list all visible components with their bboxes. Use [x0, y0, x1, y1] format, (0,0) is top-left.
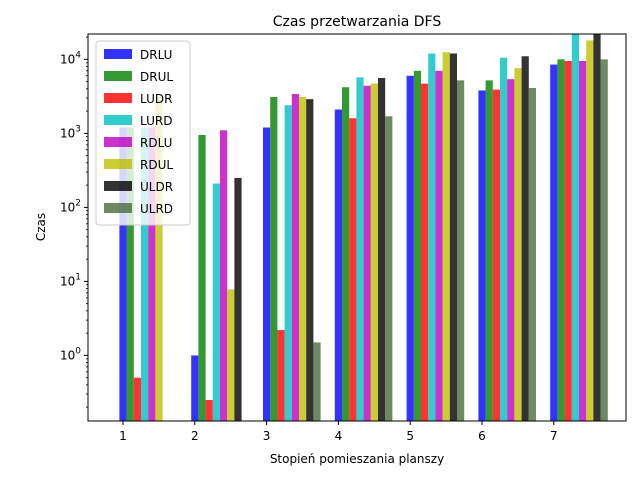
legend-swatch-drlu — [104, 49, 132, 59]
legend-swatch-lurd — [104, 115, 132, 125]
x-tick-label-6: 6 — [478, 429, 486, 443]
x-tick-label-2: 2 — [191, 429, 199, 443]
y-tick-label-0: 100 — [60, 346, 81, 362]
x-tick-label-5: 5 — [406, 429, 414, 443]
legend-label-rdul: RDUL — [140, 158, 173, 172]
bar-ludr-6 — [492, 89, 500, 422]
legend-swatch-rdul — [104, 159, 132, 169]
legend-label-lurd: LURD — [140, 114, 172, 128]
bar-rdul-4 — [370, 83, 378, 422]
bar-rdlu-1 — [148, 127, 156, 421]
legend-label-ludr: LUDR — [140, 92, 172, 106]
legend-label-drul: DRUL — [140, 70, 173, 84]
y-axis-label: Czas — [34, 213, 48, 241]
x-tick-label-7: 7 — [550, 429, 558, 443]
bar-lurd-3 — [284, 105, 292, 421]
bar-ulrd-4 — [385, 116, 393, 421]
bar-rdul-7 — [586, 40, 594, 421]
bar-rdlu-6 — [507, 79, 515, 422]
bar-drul-1 — [126, 127, 134, 421]
bar-rdlu-2 — [220, 130, 228, 422]
y-tick-label-1: 101 — [60, 272, 81, 288]
bar-rdlu-7 — [579, 60, 587, 422]
bar-lurd-1 — [141, 127, 149, 421]
bar-drul-3 — [270, 96, 278, 422]
bar-uldr-2 — [234, 177, 242, 421]
legend: DRLU DRUL LUDR LURD RDLU RDUL ULDR ULRD — [95, 40, 191, 226]
bar-ludr-5 — [421, 83, 429, 422]
bar-lurd-7 — [571, 34, 579, 421]
bar-uldr-4 — [378, 77, 386, 421]
bar-drlu-2 — [191, 355, 199, 421]
legend-swatch-uldr — [104, 181, 132, 191]
bar-drlu-3 — [263, 127, 271, 421]
bar-rdul-1 — [155, 96, 163, 422]
bar-ludr-4 — [349, 118, 357, 421]
bar-drlu-7 — [550, 64, 558, 421]
x-tick-label-4: 4 — [335, 429, 343, 443]
x-axis-label: Stopień pomieszania planszy — [270, 452, 444, 466]
bar-drlu-5 — [406, 75, 414, 422]
legend-swatch-rdlu — [104, 137, 132, 147]
bar-uldr-3 — [306, 99, 314, 421]
y-tick-label-4: 104 — [60, 50, 81, 66]
bar-lurd-5 — [428, 53, 436, 421]
bar-drlu-1 — [119, 127, 127, 421]
bar-uldr-7 — [593, 34, 601, 421]
bar-ludr-1 — [133, 377, 141, 421]
x-tick-label-1: 1 — [119, 429, 127, 443]
legend-swatch-ulrd — [104, 203, 132, 213]
bar-drul-6 — [485, 80, 493, 422]
bar-rdlu-5 — [435, 70, 443, 421]
bar-drul-4 — [342, 87, 350, 421]
x-tick-label-3: 3 — [263, 429, 271, 443]
bar-drul-2 — [198, 135, 206, 421]
y-axis: 100 101 102 103 104 — [60, 36, 88, 408]
legend-label-ulrd: ULRD — [140, 202, 173, 216]
bars-layer — [119, 34, 608, 422]
chart-title: Czas przetwarzania DFS — [273, 14, 442, 30]
legend-box — [95, 40, 191, 226]
bar-ulrd-7 — [600, 59, 608, 421]
bar-uldr-5 — [449, 53, 457, 421]
bar-ludr-7 — [564, 60, 572, 422]
bar-ludr-3 — [277, 330, 285, 421]
bar-uldr-6 — [521, 56, 529, 421]
bar-rdul-6 — [514, 68, 522, 422]
bar-ulrd-5 — [457, 80, 465, 422]
bar-rdul-3 — [299, 96, 307, 422]
legend-label-uldr: ULDR — [140, 180, 173, 194]
bar-lurd-6 — [500, 57, 508, 421]
bar-drlu-4 — [334, 109, 342, 421]
x-axis: 1 2 3 4 5 6 7 — [119, 421, 558, 443]
legend-label-drlu: DRLU — [140, 48, 172, 62]
bar-rdlu-4 — [363, 85, 371, 422]
bar-drul-7 — [557, 59, 565, 421]
bar-rdlu-3 — [291, 94, 299, 422]
y-tick-label-2: 102 — [60, 198, 81, 214]
bar-drlu-6 — [478, 90, 486, 421]
legend-swatch-ludr — [104, 93, 132, 103]
bar-rdul-5 — [442, 52, 450, 422]
bar-lurd-2 — [212, 183, 220, 421]
bar-drul-5 — [413, 70, 421, 421]
bar-ulrd-3 — [313, 342, 321, 421]
legend-label-rdlu: RDLU — [140, 136, 172, 150]
bar-rdul-2 — [227, 289, 235, 421]
bar-ulrd-6 — [528, 88, 536, 421]
y-tick-label-3: 103 — [60, 124, 81, 140]
bar-ludr-2 — [205, 399, 213, 421]
plot-frame — [87, 33, 627, 422]
legend-swatch-drul — [104, 71, 132, 81]
bar-lurd-4 — [356, 77, 364, 421]
